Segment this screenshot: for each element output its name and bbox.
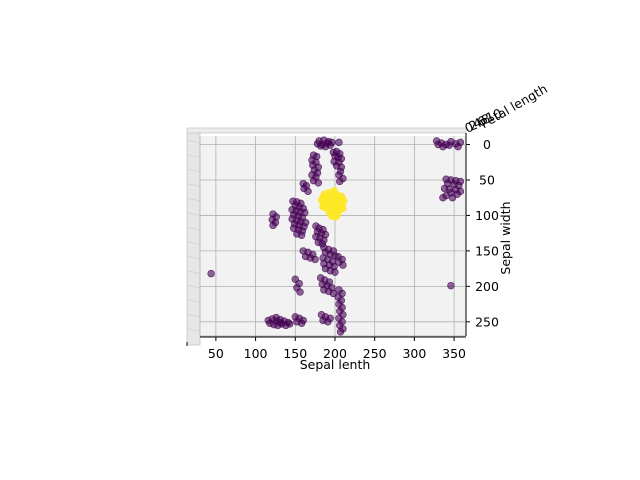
data-point <box>304 187 312 196</box>
data-point <box>339 204 347 213</box>
data-points <box>207 136 465 336</box>
pane-edge-rung <box>186 328 201 332</box>
y-axis-ticks: 0 50 100 150 200 250 <box>466 137 499 329</box>
x-tick-label: 250 <box>363 346 387 361</box>
data-point <box>445 141 454 149</box>
data-point <box>336 328 345 336</box>
x-axis-label: Sepal lenth <box>300 357 371 372</box>
data-point <box>296 288 304 296</box>
x-tick-label: 100 <box>244 346 268 361</box>
pane-edge-rung <box>186 183 201 187</box>
y-tick-label: 50 <box>479 172 495 187</box>
pane-edge-rung <box>186 299 201 303</box>
data-point <box>448 194 457 202</box>
data-point <box>326 141 334 149</box>
data-point <box>324 318 332 326</box>
y-tick-label: 150 <box>475 243 499 258</box>
pane-edge-rung <box>186 212 201 216</box>
data-point <box>319 203 327 211</box>
z-tick-label: 10 <box>484 105 504 125</box>
pane-edge-rung <box>186 241 201 245</box>
data-point <box>447 281 455 290</box>
z-axis-label: Petal length <box>478 81 550 131</box>
pane-edge-rung <box>186 313 201 318</box>
y-tick-label: 100 <box>475 208 499 223</box>
pane-left-edge <box>186 132 201 346</box>
data-point <box>297 231 306 239</box>
x-tick-label: 300 <box>402 346 426 361</box>
data-point <box>439 194 447 202</box>
x-axis-ticks: 50 100 150 200 250 300 350 <box>208 337 466 361</box>
data-point <box>339 261 347 269</box>
grid <box>200 136 466 336</box>
data-point <box>454 142 462 151</box>
pane-background <box>200 136 466 336</box>
pane-top-edge <box>186 127 467 134</box>
data-point <box>311 255 319 264</box>
data-point <box>314 179 323 187</box>
pane-edge-rung <box>186 284 201 289</box>
y-tick-label: 250 <box>475 314 499 329</box>
data-point <box>335 138 343 147</box>
y-tick-label: 0 <box>483 137 491 152</box>
data-point <box>269 221 277 230</box>
x-tick-label: 50 <box>208 346 224 361</box>
data-point <box>297 319 306 327</box>
pane-edge-rung <box>186 270 201 274</box>
pane-edge-rung <box>186 139 201 144</box>
data-point <box>336 177 344 186</box>
pane-edge-rung <box>186 226 201 231</box>
pane-edge-rung <box>186 255 201 260</box>
y-axis-label: Sepal width <box>498 201 513 274</box>
data-point <box>276 318 284 327</box>
pane-edge-rung <box>186 154 201 158</box>
data-point <box>434 140 442 149</box>
data-point <box>330 186 338 195</box>
x-tick-label: 350 <box>442 346 466 361</box>
data-point <box>207 269 215 278</box>
y-tick-label: 200 <box>475 279 499 294</box>
plot-pane <box>186 127 467 346</box>
data-point <box>331 268 339 276</box>
x-tick-label: 200 <box>323 346 347 361</box>
pane-edge-rung <box>186 197 201 202</box>
data-point <box>332 213 340 221</box>
data-point <box>286 320 294 328</box>
pane-edge-rung <box>186 168 201 173</box>
x-tick-label: 150 <box>283 346 307 361</box>
